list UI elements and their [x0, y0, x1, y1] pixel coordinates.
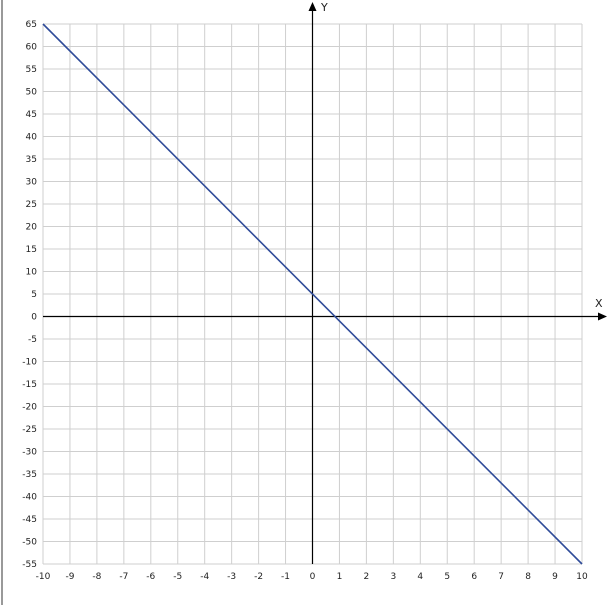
- x-tick-label: 8: [525, 572, 531, 582]
- x-tick-label: 9: [552, 572, 558, 582]
- x-tick-label: -5: [173, 572, 182, 582]
- y-tick-label: 15: [26, 245, 37, 255]
- y-tick-label: 30: [26, 178, 38, 188]
- y-tick-label: -20: [22, 403, 37, 413]
- series-line: [42, 23, 583, 565]
- y-tick-label: -40: [22, 493, 37, 503]
- tick-labels: -10 -9 -8 -7 -6 -5 -4 -3 -2 -1 0 1 2 3 4 5 6 7 8 9 106560555…: [22, 20, 588, 582]
- x-tick-label: -6: [146, 572, 155, 582]
- y-tick-label: -50: [22, 538, 37, 548]
- x-tick-label: 4: [417, 572, 423, 582]
- x-axis-arrow-icon: [598, 312, 607, 321]
- y-tick-label: 20: [26, 223, 38, 233]
- x-tick-label: 2: [364, 572, 370, 582]
- y-tick-label: -35: [22, 470, 37, 480]
- series: [42, 23, 583, 565]
- y-axis-label: Y: [320, 1, 328, 14]
- x-tick-label: -9: [65, 572, 74, 582]
- y-tick-label: 45: [26, 110, 37, 120]
- y-tick-label: 25: [26, 200, 37, 210]
- y-tick-label: -25: [22, 425, 37, 435]
- x-tick-label: 0: [310, 572, 316, 582]
- x-tick-label: -2: [254, 572, 263, 582]
- y-tick-label: 35: [26, 155, 37, 165]
- x-tick-label: 7: [498, 572, 504, 582]
- x-tick-label: 1: [337, 572, 343, 582]
- x-tick-label: -10: [36, 572, 51, 582]
- x-tick-label: -3: [227, 572, 236, 582]
- y-tick-label: -10: [22, 358, 37, 368]
- y-tick-label: -55: [22, 560, 37, 570]
- x-axis-label: X: [595, 297, 603, 310]
- y-tick-label: 5: [31, 290, 37, 300]
- x-tick-label: -1: [281, 572, 290, 582]
- x-tick-label: -7: [119, 572, 128, 582]
- y-tick-label: 55: [26, 65, 37, 75]
- x-tick-label: 5: [444, 572, 450, 582]
- y-tick-label: 10: [26, 268, 38, 278]
- y-tick-label: -45: [22, 515, 37, 525]
- y-axis-arrow-icon: [308, 2, 317, 11]
- x-tick-label: -8: [92, 572, 101, 582]
- y-tick-label: 0: [31, 313, 37, 323]
- x-tick-label: 10: [576, 572, 588, 582]
- x-tick-label: 3: [390, 572, 396, 582]
- x-tick-label: -4: [200, 572, 209, 582]
- y-tick-label: 40: [26, 133, 38, 143]
- axes: [43, 2, 607, 564]
- x-tick-label: 6: [471, 572, 477, 582]
- y-tick-label: 50: [26, 88, 38, 98]
- y-tick-label: -30: [22, 448, 37, 458]
- y-tick-label: 60: [26, 43, 38, 53]
- y-tick-label: -5: [28, 335, 37, 345]
- y-tick-label: -15: [22, 380, 37, 390]
- y-tick-label: 65: [26, 20, 37, 30]
